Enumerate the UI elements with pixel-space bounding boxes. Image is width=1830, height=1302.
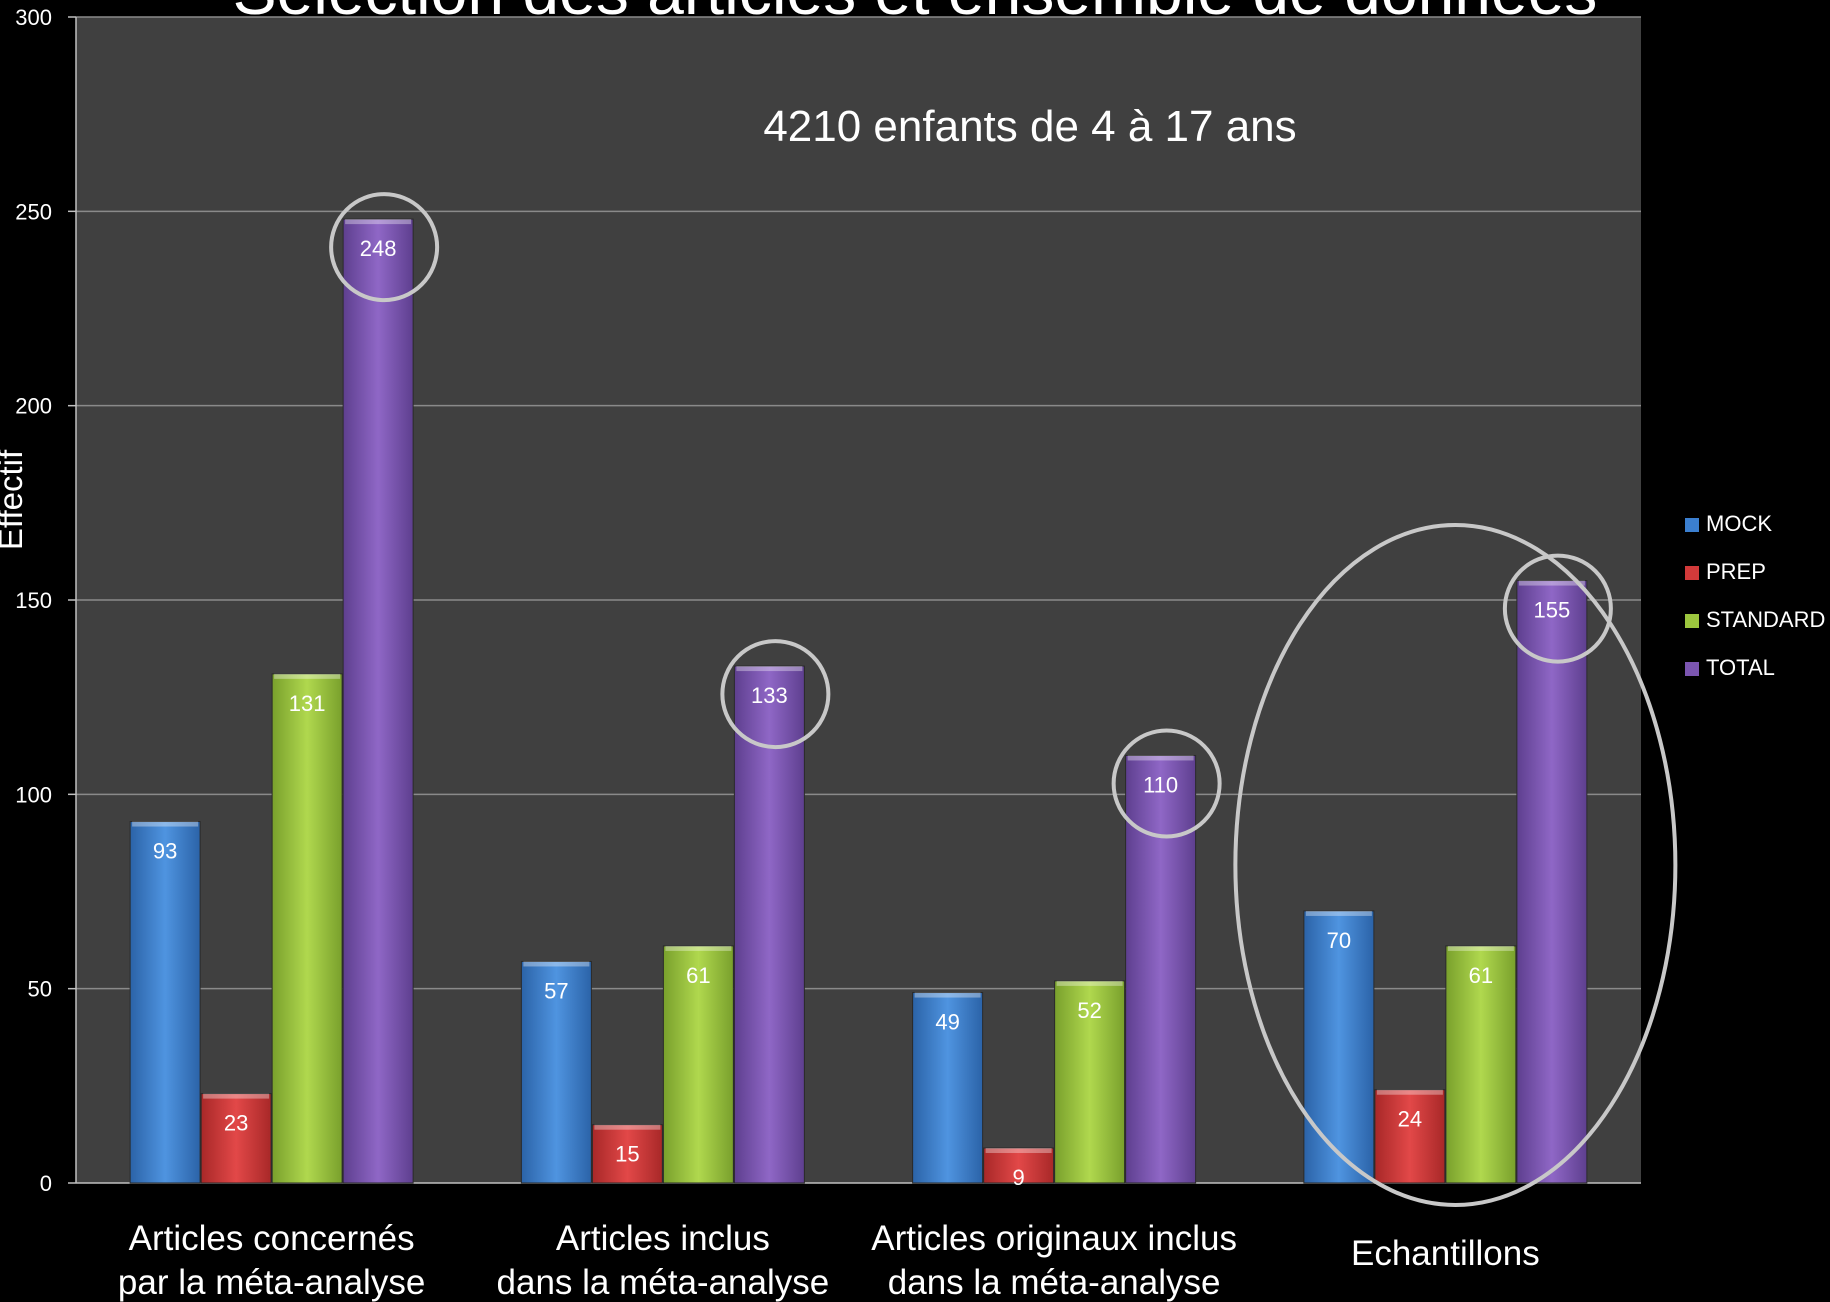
- bar-mock: [129, 821, 201, 1184]
- bar-bevel: [523, 961, 590, 967]
- legend-label-standard: STANDARD: [1706, 607, 1825, 632]
- x-tick-label: dans la méta-analyse: [497, 1263, 830, 1302]
- x-tick-label: Articles originaux inclus: [871, 1219, 1237, 1258]
- data-label: 110: [1143, 772, 1178, 797]
- y-tick-label: 50: [28, 977, 52, 1002]
- bar-prep: [1374, 1089, 1446, 1184]
- bar-total: [1125, 754, 1197, 1184]
- bar-bevel: [1518, 580, 1585, 586]
- data-label: 24: [1398, 1107, 1422, 1132]
- legend-swatch-total: [1685, 662, 1699, 676]
- data-label: 93: [153, 839, 177, 864]
- bars: [129, 218, 1588, 1184]
- data-label: 52: [1077, 998, 1101, 1023]
- bar-mock: [520, 960, 592, 1184]
- bar-bevel: [203, 1093, 270, 1099]
- data-label: 15: [615, 1142, 639, 1167]
- x-tick-label: Articles inclus: [556, 1219, 770, 1258]
- y-tick-label: 300: [15, 5, 52, 30]
- legend-label-mock: MOCK: [1706, 511, 1772, 536]
- legend-label-total: TOTAL: [1706, 655, 1775, 680]
- data-label: 131: [289, 691, 326, 716]
- bar-bevel: [274, 673, 341, 679]
- legend-swatch-prep: [1685, 566, 1699, 580]
- x-tick-label: dans la méta-analyse: [888, 1263, 1221, 1302]
- data-label: 133: [751, 683, 788, 708]
- bar-bevel: [736, 666, 803, 672]
- bar-bevel: [1447, 945, 1514, 951]
- highlight-circles: [329, 192, 1678, 1207]
- x-tick-label: Articles concernés: [129, 1219, 415, 1258]
- data-label: 23: [224, 1111, 248, 1136]
- highlight-circle: [720, 639, 831, 750]
- legend-swatch-mock: [1685, 518, 1699, 532]
- y-tick-label: 100: [15, 782, 52, 807]
- data-label: 155: [1534, 598, 1571, 623]
- bar-standard: [1445, 945, 1517, 1184]
- y-tick-label: 150: [15, 588, 52, 613]
- data-label: 9: [1013, 1165, 1025, 1190]
- bar-total: [733, 665, 805, 1184]
- bar-bevel: [1056, 980, 1123, 986]
- bar-bevel: [665, 945, 732, 951]
- legend-label-prep: PREP: [1706, 559, 1766, 584]
- bar-bevel: [594, 1124, 661, 1130]
- legend: MOCK PREP STANDARD TOTAL: [1685, 511, 1825, 680]
- y-axis-label: Effectif: [0, 449, 29, 550]
- bar-bevel: [1127, 755, 1194, 761]
- axes: 0 50 100 150 200 250 300: [15, 5, 1641, 1196]
- data-label: 61: [686, 963, 710, 988]
- bar-bevel: [985, 1148, 1052, 1154]
- bar-mock: [912, 992, 984, 1184]
- data-label: 49: [935, 1010, 959, 1035]
- y-tick-label: 250: [15, 199, 52, 224]
- bar-bevel: [132, 821, 199, 827]
- bar-bevel: [914, 992, 981, 998]
- data-label: 57: [544, 978, 568, 1003]
- bar-prep: [200, 1093, 272, 1184]
- bar-standard: [271, 673, 343, 1184]
- bar-total: [1516, 580, 1588, 1184]
- legend-swatch-standard: [1685, 614, 1699, 628]
- highlight-ellipse: [1233, 523, 1678, 1207]
- bar-bevel: [1376, 1089, 1443, 1095]
- x-tick-label: Echantillons: [1351, 1234, 1540, 1273]
- bar-standard: [662, 945, 734, 1184]
- x-tick-label: par la méta-analyse: [118, 1263, 425, 1302]
- highlight-circle: [1111, 728, 1222, 839]
- y-tick-label: 200: [15, 394, 52, 419]
- bar-mock: [1303, 910, 1375, 1184]
- bar-total: [342, 218, 414, 1184]
- bar-prep: [983, 1147, 1055, 1184]
- bar-bevel: [345, 219, 412, 225]
- highlight-circle: [329, 192, 440, 303]
- bar-standard: [1054, 980, 1126, 1184]
- data-label: 70: [1327, 928, 1351, 953]
- annotation-text: 4210 enfants de 4 à 17 ans: [763, 102, 1296, 151]
- data-label: 61: [1469, 963, 1493, 988]
- data-label: 248: [360, 236, 397, 261]
- bar-bevel: [1305, 910, 1372, 916]
- y-tick-label: 0: [40, 1171, 52, 1196]
- highlight-circle: [1502, 553, 1613, 664]
- bar-prep: [591, 1124, 663, 1184]
- x-axis-labels: Articles concernés par la méta-analyse Art…: [118, 1219, 1540, 1302]
- data-labels: 93 23 131 248 57 15 61 133 49 9 52 110 70 24 61 155: [153, 236, 1570, 1190]
